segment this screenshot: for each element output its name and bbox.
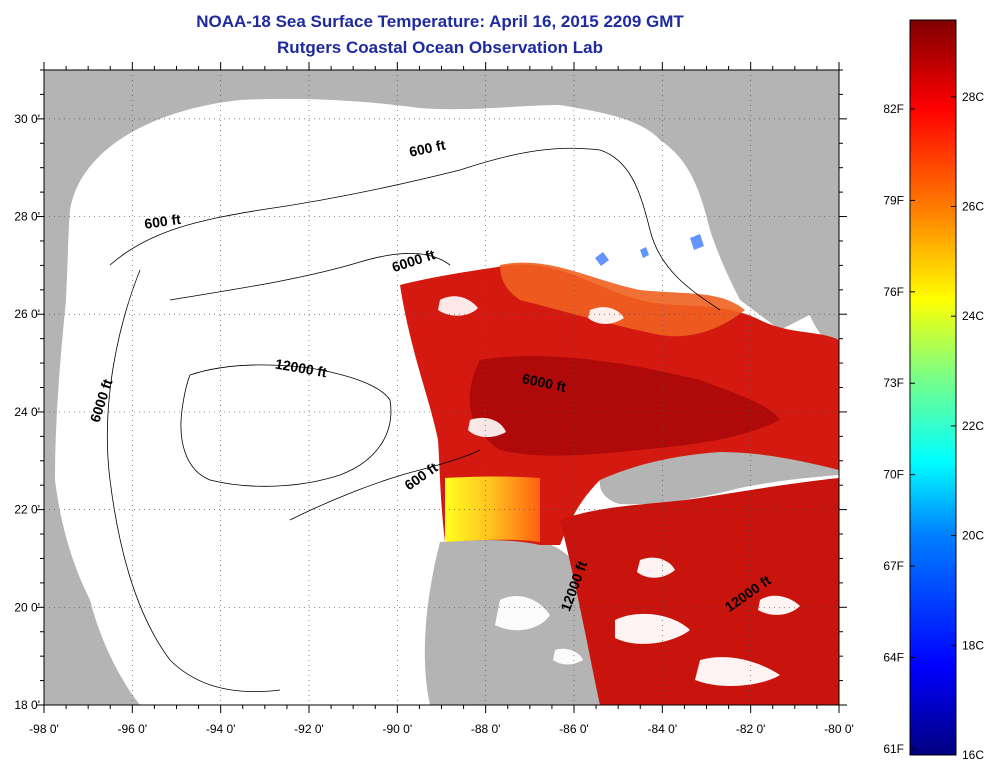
x-tick-label: -92 0' bbox=[294, 722, 324, 736]
contour-label: 600 ft bbox=[408, 136, 447, 159]
sst-south-warm bbox=[560, 478, 839, 705]
colorbar-label-c: 26C bbox=[962, 199, 984, 213]
colorbar-label-f: 82F bbox=[883, 102, 904, 116]
y-tick-label: 26 0' bbox=[14, 307, 40, 321]
contour-label: 600 ft bbox=[143, 211, 182, 232]
y-tick-label: 20 0' bbox=[14, 600, 40, 614]
x-tick-label: -80 0' bbox=[824, 722, 854, 736]
y-tick-label: 22 0' bbox=[14, 503, 40, 517]
colorbar-label-c: 24C bbox=[962, 309, 984, 323]
contour-6000ft-west bbox=[106, 269, 281, 693]
colorbar-label-f: 79F bbox=[883, 193, 904, 207]
sst-yucatan-shelf bbox=[445, 476, 540, 542]
colorbar-label-c: 16C bbox=[962, 748, 984, 762]
map-subtitle: Rutgers Coastal Ocean Observation Lab bbox=[277, 38, 603, 57]
x-tick-label: -82 0' bbox=[736, 722, 766, 736]
contour-12000ft bbox=[180, 364, 392, 487]
contour-6000ft-mid bbox=[169, 252, 451, 301]
colorbar-labels: 28C 26C 24C 22C 20C 18C 16C 82F 79F 76F 73F 70F 67F 6… bbox=[883, 90, 984, 762]
colorbar-label-f: 67F bbox=[883, 559, 904, 573]
colorbar-label-c: 22C bbox=[962, 419, 984, 433]
colorbar-label-c: 18C bbox=[962, 638, 984, 652]
colorbar: 28C 26C 24C 22C 20C 18C 16C 82F 79F 76F 73F 70F 67F 6… bbox=[883, 19, 984, 762]
x-tick-label: -90 0' bbox=[383, 722, 413, 736]
sst-cool-patches bbox=[595, 234, 704, 266]
x-tick-label: -86 0' bbox=[559, 722, 589, 736]
contour-600ft-south bbox=[289, 449, 481, 521]
x-tick-label: -84 0' bbox=[648, 722, 678, 736]
map-axes: -98 0' -96 0' -94 0' -92 0' -90 0' -88 0' -86 … bbox=[14, 62, 854, 736]
x-tick-label: -94 0' bbox=[206, 722, 236, 736]
cloud-gaps-south bbox=[495, 557, 800, 687]
colorbar-bar bbox=[909, 19, 957, 756]
colorbar-label-f: 70F bbox=[883, 468, 904, 482]
graticule bbox=[44, 70, 839, 705]
cloud-gaps-north bbox=[438, 296, 624, 438]
florida-land bbox=[700, 70, 839, 350]
colorbar-label-c: 20C bbox=[962, 529, 984, 543]
bathymetry-contours bbox=[106, 147, 721, 693]
colorbar-label-f: 61F bbox=[883, 742, 904, 756]
colorbar-label-f: 64F bbox=[883, 650, 904, 664]
x-tick-label: -98 0' bbox=[29, 722, 59, 736]
colorbar-label-f: 73F bbox=[883, 376, 904, 390]
y-tick-label: 30 0' bbox=[14, 112, 40, 126]
sst-core-darkred bbox=[469, 356, 780, 456]
sst-data-layer bbox=[400, 234, 839, 705]
y-tick-label: 18 0' bbox=[14, 698, 40, 712]
x-tick-label: -96 0' bbox=[118, 722, 148, 736]
map-title: NOAA-18 Sea Surface Temperature: April 1… bbox=[196, 12, 684, 31]
cuba-land bbox=[599, 449, 839, 505]
contour-600ft-north bbox=[109, 147, 721, 311]
y-tick-label: 28 0' bbox=[14, 210, 40, 224]
y-tick-label: 24 0' bbox=[14, 405, 40, 419]
x-tick-label: -88 0' bbox=[471, 722, 501, 736]
sst-west-fl-shelf bbox=[500, 262, 745, 337]
colorbar-label-c: 28C bbox=[962, 90, 984, 104]
colorbar-label-f: 76F bbox=[883, 285, 904, 299]
